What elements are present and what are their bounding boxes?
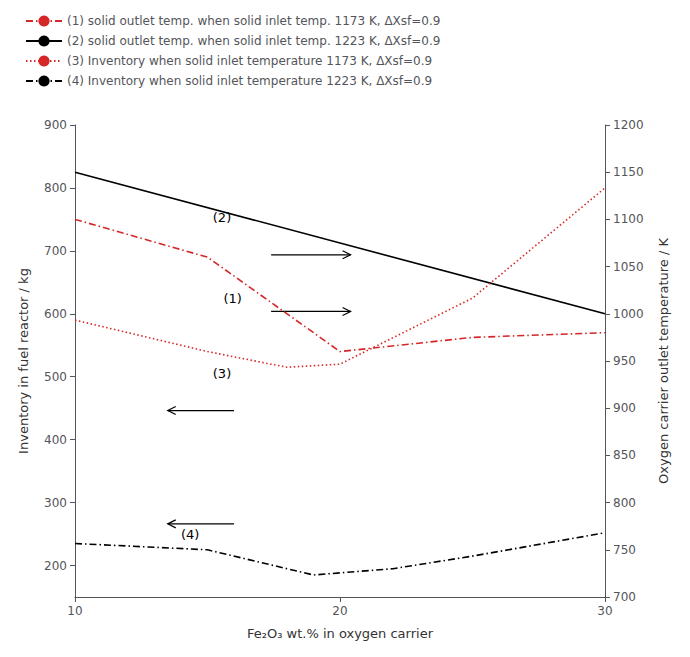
svg-text:800: 800: [44, 181, 67, 195]
svg-text:850: 850: [613, 448, 636, 462]
svg-text:500: 500: [44, 370, 67, 384]
svg-text:(2): (2): [212, 210, 232, 226]
svg-text:1000: 1000: [613, 307, 644, 321]
svg-text:30: 30: [597, 604, 612, 618]
svg-text:200: 200: [44, 559, 67, 573]
svg-text:20: 20: [332, 604, 347, 618]
svg-text:(1): (1): [223, 291, 241, 306]
svg-text:10: 10: [67, 604, 82, 618]
svg-text:950: 950: [613, 354, 636, 368]
svg-text:700: 700: [613, 590, 636, 604]
svg-text:700: 700: [44, 244, 67, 258]
svg-text:(2) solid outlet temp. when so: (2) solid outlet temp. when solid inlet …: [67, 34, 440, 48]
svg-text:Oxygen carrier outlet temperat: Oxygen carrier outlet temperature / K: [656, 238, 671, 484]
svg-text:(1) solid outlet temp. when so: (1) solid outlet temp. when solid inlet …: [67, 14, 440, 28]
svg-text:600: 600: [44, 307, 67, 321]
svg-text:900: 900: [44, 118, 67, 132]
svg-text:300: 300: [44, 496, 67, 510]
svg-text:Inventory in fuel reactor / kg: Inventory in fuel reactor / kg: [16, 268, 31, 454]
svg-text:900: 900: [613, 401, 636, 415]
svg-text:1200: 1200: [613, 118, 644, 132]
svg-text:Fe₂O₃ wt.% in oxygen carrier: Fe₂O₃ wt.% in oxygen carrier: [247, 626, 434, 641]
svg-text:(3) Inventory when solid inlet: (3) Inventory when solid inlet temperatu…: [67, 54, 432, 68]
svg-text:1050: 1050: [613, 260, 644, 274]
svg-text:(4) Inventory when solid inlet: (4) Inventory when solid inlet temperatu…: [67, 74, 432, 88]
svg-text:1150: 1150: [613, 165, 644, 179]
svg-text:(3): (3): [213, 366, 231, 381]
svg-text:1100: 1100: [613, 212, 644, 226]
svg-text:400: 400: [44, 433, 67, 447]
svg-text:(4): (4): [181, 527, 199, 542]
svg-text:750: 750: [613, 543, 636, 557]
svg-text:800: 800: [613, 496, 636, 510]
